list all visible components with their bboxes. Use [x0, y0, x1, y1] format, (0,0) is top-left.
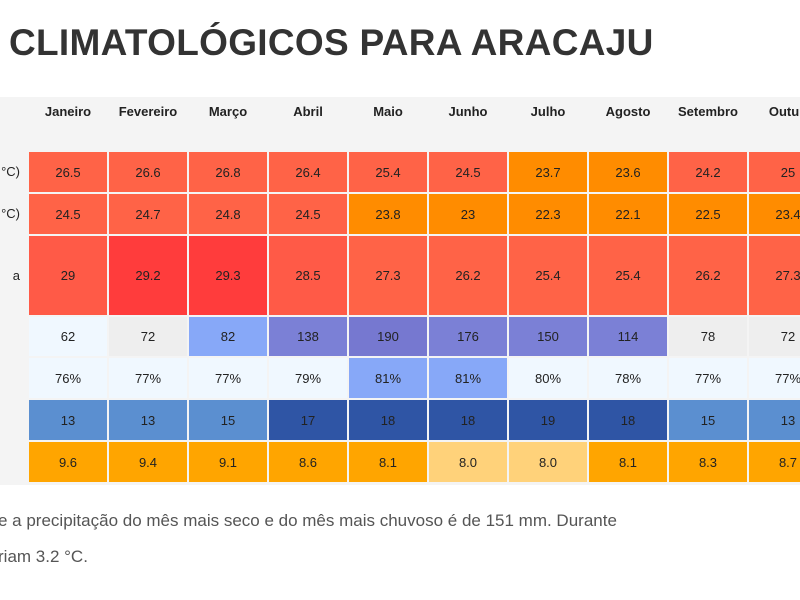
table-cell: 72: [749, 317, 800, 356]
table-cell: 8.0: [429, 442, 507, 482]
table-cell: 77%: [749, 358, 800, 398]
table-cell: 26.6: [109, 152, 187, 192]
table-cell: 9.6: [29, 442, 107, 482]
column-header: Outub: [768, 104, 800, 119]
row-label: °C): [1, 206, 20, 221]
table-cell: 13: [749, 400, 800, 440]
column-header: Fevereiro: [118, 104, 178, 119]
table-cell: 8.0: [509, 442, 587, 482]
page-title: CLIMATOLÓGICOS PARA ARACAJU: [9, 22, 654, 63]
table-cell: 13: [109, 400, 187, 440]
table-cell: 26.5: [29, 152, 107, 192]
paragraph-line: e a precipitação do mês mais seco e do m…: [0, 511, 617, 530]
table-cell: 77%: [669, 358, 747, 398]
column-header: Setembro: [678, 104, 738, 119]
table-cell: 27.3: [349, 236, 427, 315]
table-cell: 26.4: [269, 152, 347, 192]
table-cell: 78%: [589, 358, 667, 398]
table-cell: 29: [29, 236, 107, 315]
table-cell: 80%: [509, 358, 587, 398]
table-cell: 23.8: [349, 194, 427, 234]
table-cell: 25.4: [349, 152, 427, 192]
table-cell: 29.2: [109, 236, 187, 315]
table-cell: 18: [349, 400, 427, 440]
table-cell: 8.6: [269, 442, 347, 482]
table-cell: 72: [109, 317, 187, 356]
table-cell: 22.5: [669, 194, 747, 234]
table-cell: 18: [589, 400, 667, 440]
table-cell: 24.5: [429, 152, 507, 192]
table-cell: 15: [189, 400, 267, 440]
table-cell: 25.4: [589, 236, 667, 315]
column-header: Abril: [293, 104, 323, 119]
table-cell: 190: [349, 317, 427, 356]
column-header: Maio: [373, 104, 403, 119]
table-cell: 77%: [109, 358, 187, 398]
column-header: Agosto: [605, 104, 651, 119]
row-label: a: [12, 267, 20, 283]
table-cell: 62: [29, 317, 107, 356]
table-cell: 114: [589, 317, 667, 356]
table-cell: 18: [429, 400, 507, 440]
column-header: Julho: [530, 104, 566, 119]
column-header: Março: [208, 104, 248, 119]
table-cell: 8.1: [349, 442, 427, 482]
table-cell: 9.1: [189, 442, 267, 482]
table-cell: 24.8: [189, 194, 267, 234]
table-cell: 25.4: [509, 236, 587, 315]
table-cell: 29.3: [189, 236, 267, 315]
row-label: °C): [1, 164, 20, 179]
table-cell: 19: [509, 400, 587, 440]
column-header: Junho: [448, 104, 488, 119]
table-cell: 79%: [269, 358, 347, 398]
table-cell: 23.7: [509, 152, 587, 192]
table-cell: 24.5: [269, 194, 347, 234]
table-cell: 9.4: [109, 442, 187, 482]
table-cell: 8.3: [669, 442, 747, 482]
table-cell: 22.1: [589, 194, 667, 234]
table-cell: 24.2: [669, 152, 747, 192]
table-cell: 78: [669, 317, 747, 356]
table-cell: 23.6: [589, 152, 667, 192]
table-cell: 13: [29, 400, 107, 440]
table-cell: 26.2: [669, 236, 747, 315]
table-cell: 28.5: [269, 236, 347, 315]
table-cell: 26.8: [189, 152, 267, 192]
table-cell: 76%: [29, 358, 107, 398]
table-cell: 23.4: [749, 194, 800, 234]
table-cell: 176: [429, 317, 507, 356]
column-header: Janeiro: [44, 104, 92, 119]
table-cell: 17: [269, 400, 347, 440]
table-cell: 24.7: [109, 194, 187, 234]
table-cell: 150: [509, 317, 587, 356]
table-cell: 81%: [429, 358, 507, 398]
table-cell: 8.1: [589, 442, 667, 482]
table-cell: 8.7: [749, 442, 800, 482]
table-cell: 23: [429, 194, 507, 234]
table-cell: 25: [749, 152, 800, 192]
table-cell: 26.2: [429, 236, 507, 315]
table-cell: 15: [669, 400, 747, 440]
table-cell: 82: [189, 317, 267, 356]
table-cell: 22.3: [509, 194, 587, 234]
table-cell: 81%: [349, 358, 427, 398]
paragraph-line: riam 3.2 °C.: [0, 547, 88, 566]
table-cell: 24.5: [29, 194, 107, 234]
table-cell: 138: [269, 317, 347, 356]
table-cell: 77%: [189, 358, 267, 398]
table-cell: 27.3: [749, 236, 800, 315]
